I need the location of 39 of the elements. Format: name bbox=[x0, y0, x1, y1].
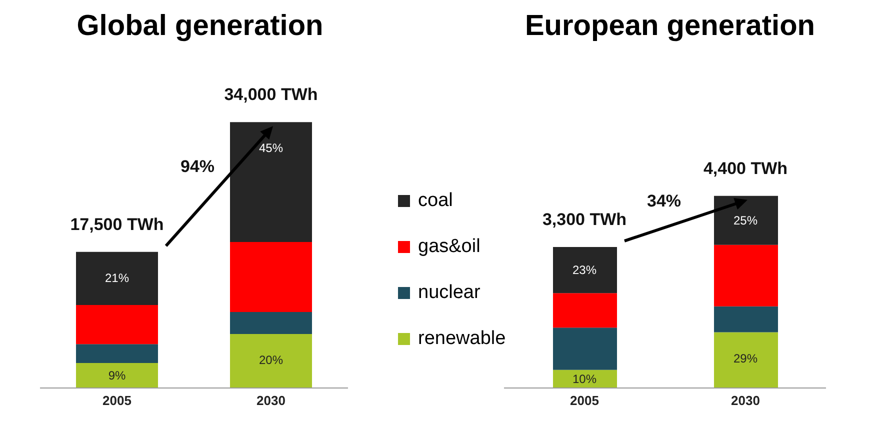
bar bbox=[553, 328, 617, 370]
annotation: 29% bbox=[733, 351, 758, 366]
chart-title: European generation bbox=[524, 10, 816, 43]
annotation: 20% bbox=[258, 353, 284, 368]
bar bbox=[76, 252, 158, 306]
bar bbox=[76, 305, 158, 344]
x-tick-label: 2030 bbox=[256, 393, 286, 408]
annotation: 45% bbox=[258, 141, 284, 156]
bar bbox=[230, 242, 312, 312]
annotation: 23% bbox=[572, 263, 597, 278]
annotation: 34% bbox=[646, 191, 682, 210]
legend-label: renewable bbox=[418, 328, 506, 350]
bar bbox=[230, 312, 312, 334]
annotation: 94% bbox=[180, 157, 215, 176]
bar bbox=[553, 246, 617, 294]
annotation: 4,400 TWh bbox=[703, 158, 788, 178]
bar bbox=[230, 334, 312, 388]
annotation: 21% bbox=[104, 270, 130, 285]
chart-title: Global generation bbox=[76, 10, 324, 43]
legend-label: gas&oil bbox=[418, 236, 480, 258]
bar bbox=[714, 306, 778, 332]
bar bbox=[76, 363, 158, 388]
annotation: 3,300 TWh bbox=[542, 210, 627, 229]
annotation: 34,000 TWh bbox=[224, 85, 318, 104]
legend-label: coal bbox=[418, 190, 453, 212]
x-tick-label: 2005 bbox=[102, 393, 132, 408]
bar bbox=[714, 332, 778, 388]
bar bbox=[714, 196, 778, 245]
annotation: 17,500 TWh bbox=[70, 214, 164, 234]
x-tick-label: 2030 bbox=[731, 393, 760, 408]
annotation: 25% bbox=[733, 213, 758, 228]
bar bbox=[230, 122, 312, 242]
legend-label: nuclear bbox=[418, 282, 480, 304]
bar bbox=[553, 293, 617, 328]
annotation: 10% bbox=[572, 372, 597, 386]
annotation: 9% bbox=[108, 368, 126, 383]
bar bbox=[76, 344, 158, 364]
bar bbox=[714, 244, 778, 306]
x-tick-label: 2005 bbox=[570, 393, 599, 408]
